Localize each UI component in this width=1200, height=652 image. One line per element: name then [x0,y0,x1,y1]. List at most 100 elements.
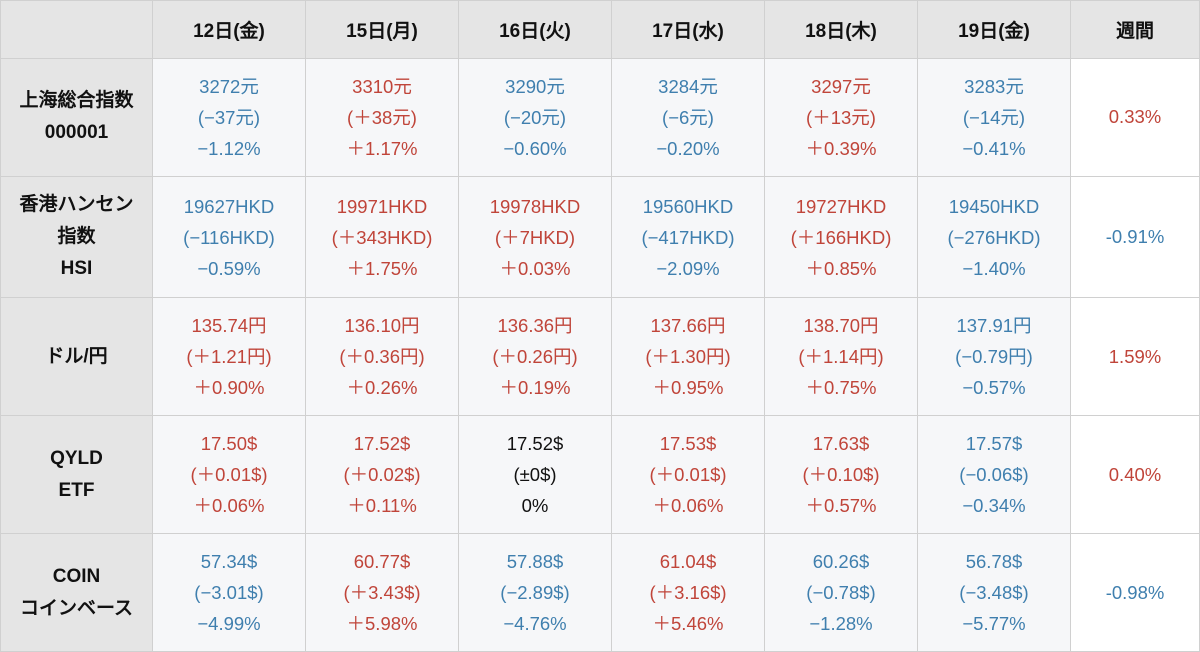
price-value: 137.66円 [650,315,726,337]
price-cell: 3272元 (−37元) −1.12% [152,58,306,177]
price-cell: 57.88$ (−2.89$) −4.76% [458,533,612,652]
price-cell: 17.52$ (±0$) 0% [458,415,612,535]
price-value: 17.57$ [965,433,1023,455]
header-day: 16日(火) [458,0,612,59]
price-cell: 3310元 (＋38元) ＋1.17% [305,58,459,177]
table-header: 12日(金) 15日(月) 16日(火) 17日(水) 18日(木) 19日(金… [0,0,1200,59]
price-value: 17.52$ [506,433,564,455]
price-change: (＋1.14円) [798,346,884,368]
row-header-line: 香港ハンセン [19,194,134,216]
percent-change: ＋0.06% [652,495,724,517]
percent-change: −4.99% [197,613,261,635]
table-row: 香港ハンセン 指数 HSI 19627HKD (−116HKD) −0.59% 19971H… [0,175,1200,299]
price-cell: 19560HKD (−417HKD) −2.09% [611,175,765,299]
price-cell: 138.70円 (＋1.14円) ＋0.75% [764,297,918,417]
row-header-line: コインベース [19,597,134,619]
price-value: 56.78$ [965,551,1023,573]
row-header: ドル/円 [0,297,153,417]
percent-change: −0.59% [197,257,261,279]
price-cell: 19627HKD (−116HKD) −0.59% [152,175,306,299]
percent-change: ＋0.19% [499,377,571,399]
percent-change: ＋5.98% [346,613,418,635]
price-cell: 3290元 (−20元) −0.60% [458,58,612,177]
price-value: 19971HKD [336,195,428,217]
price-value: 135.74円 [191,315,267,337]
percent-change: ＋1.75% [346,257,418,279]
price-cell: 17.53$ (＋0.01$) ＋0.06% [611,415,765,535]
price-value: 17.52$ [353,433,411,455]
price-value: 3297元 [811,75,871,97]
price-cell: 3284元 (−6元) −0.20% [611,58,765,177]
price-change: (＋7HKD) [494,226,576,248]
header-corner-cell [0,0,153,59]
table-body: 上海総合指数 000001 3272元 (−37元) −1.12% 3310元 (＋38元)… [0,58,1200,652]
price-change: (−3.48$) [959,582,1029,604]
percent-change: −1.40% [962,257,1026,279]
price-change: (＋0.36円) [339,346,425,368]
price-cell: 135.74円 (＋1.21円) ＋0.90% [152,297,306,417]
price-value: 3283元 [964,75,1024,97]
price-cell: 19727HKD (＋166HKD) ＋0.85% [764,175,918,299]
row-header-line: QYLD [50,447,103,469]
percent-change: −0.34% [962,495,1026,517]
price-change: (−417HKD) [641,226,735,248]
price-change: (＋0.26円) [492,346,578,368]
price-change: (＋0.01$) [649,464,727,486]
price-cell: 61.04$ (＋3.16$) ＋5.46% [611,533,765,652]
price-cell: 19971HKD (＋343HKD) ＋1.75% [305,175,459,299]
table-row: 上海総合指数 000001 3272元 (−37元) −1.12% 3310元 (＋38元)… [0,58,1200,177]
row-header-line: 指数 [57,226,96,248]
percent-change: ＋0.39% [805,137,877,159]
price-value: 17.53$ [659,433,717,455]
price-value: 138.70円 [803,315,879,337]
percent-change: ＋0.57% [805,495,877,517]
percent-change: −1.28% [809,613,873,635]
price-value: 3284元 [658,75,718,97]
price-change: (−116HKD) [183,226,275,248]
percent-change: 0% [521,495,549,517]
weekly-change-cell: -0.98% [1070,533,1200,652]
price-change: (＋1.30円) [645,346,731,368]
percent-change: −0.20% [656,137,720,159]
row-header-line: COIN [52,565,101,587]
percent-change: ＋0.03% [499,257,571,279]
percent-change: ＋0.90% [193,377,265,399]
price-cell: 3297元 (＋13元) ＋0.39% [764,58,918,177]
price-change: (−20元) [503,106,567,128]
price-change: (＋13元) [806,106,876,128]
price-change: (＋343HKD) [331,226,433,248]
price-value: 3310元 [352,75,412,97]
price-change: (＋3.16$) [649,582,727,604]
price-value: 3290元 [505,75,565,97]
price-cell: 56.78$ (−3.48$) −5.77% [917,533,1071,652]
percent-change: −5.77% [962,613,1026,635]
price-cell: 60.77$ (＋3.43$) ＋5.98% [305,533,459,652]
price-change: (＋0.01$) [190,464,268,486]
price-cell: 19978HKD (＋7HKD) ＋0.03% [458,175,612,299]
header-day: 15日(月) [305,0,459,59]
price-change: (−0.79円) [955,346,1033,368]
percent-change: ＋0.85% [805,257,877,279]
table-row: COIN コインベース 57.34$ (−3.01$) −4.99% 60.77$ (＋3.… [0,533,1200,652]
price-change: (−0.78$) [806,582,876,604]
price-value: 3272元 [199,75,259,97]
percent-change: ＋5.46% [652,613,724,635]
price-change: (−14元) [962,106,1026,128]
percent-change: ＋0.95% [652,377,724,399]
price-value: 17.50$ [200,433,258,455]
header-week: 週間 [1070,0,1200,59]
price-cell: 60.26$ (−0.78$) −1.28% [764,533,918,652]
row-header: 香港ハンセン 指数 HSI [0,175,153,299]
weekly-change-cell: 0.33% [1070,58,1200,177]
percent-change: −0.60% [503,137,567,159]
percent-change: ＋1.17% [346,137,418,159]
price-cell: 3283元 (−14元) −0.41% [917,58,1071,177]
percent-change: −2.09% [656,257,720,279]
price-value: 19560HKD [642,195,734,217]
row-header-line: 上海総合指数 [19,90,134,112]
price-change: (−6元) [662,106,714,128]
price-cell: 17.63$ (＋0.10$) ＋0.57% [764,415,918,535]
price-value: 136.36円 [497,315,573,337]
price-value: 19727HKD [795,195,887,217]
